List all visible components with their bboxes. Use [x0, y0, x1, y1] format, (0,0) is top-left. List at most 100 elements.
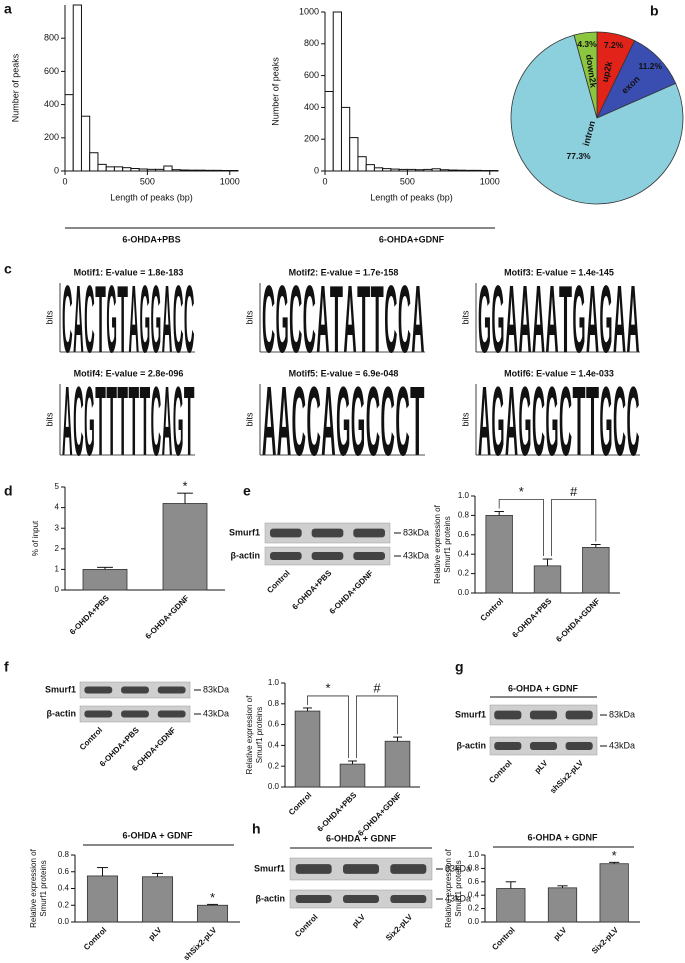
bar: [384, 740, 411, 788]
y-tick-label: 0.2: [468, 904, 480, 913]
y-tick-label: 0: [54, 165, 59, 175]
motif-letter: G: [546, 366, 559, 476]
motif-letter: T: [330, 266, 343, 373]
motif-y-label: bits: [244, 412, 254, 427]
motif-letter: G: [276, 266, 289, 373]
motif-letter: C: [613, 366, 626, 476]
motif-letter: C: [184, 266, 195, 373]
histogram-bar: [89, 152, 99, 172]
histogram-bar: [163, 165, 173, 172]
y-tick-label: 0.8: [468, 864, 480, 873]
histogram-bar: [64, 94, 74, 172]
y-tick-label: 0.2: [58, 900, 70, 909]
motif-letter: G: [492, 366, 505, 476]
y-tick-label: 0: [314, 165, 319, 175]
motif-letter: G: [173, 366, 184, 476]
motif-letter: T: [117, 266, 128, 373]
motif-letter: T: [129, 366, 140, 476]
y-tick-label: 600: [304, 70, 319, 80]
y-tick-label: 0.0: [468, 917, 480, 926]
blot-row-label: β-actin: [231, 550, 261, 560]
motif-letter: A: [344, 266, 357, 373]
blot-band: [157, 686, 186, 694]
y-tick-label: 0.4: [58, 884, 70, 893]
motif-letter: C: [627, 366, 640, 476]
motif-letter: A: [532, 266, 545, 373]
y-axis-label: Smurf1 proteins: [454, 860, 463, 916]
y-axis-label: % of input: [31, 520, 40, 556]
motif-letter: T: [106, 366, 117, 476]
blot-lane-label: 6-OHDA+PBS: [290, 568, 333, 611]
motif-letter: C: [559, 366, 572, 476]
bar: [599, 863, 629, 923]
y-axis-label: Relative expression of: [444, 848, 453, 927]
x-tick-label: Six2-pLV: [590, 925, 621, 956]
bar: [339, 763, 366, 788]
blot-band: [121, 686, 149, 694]
y-axis-label: Number of peaks: [10, 53, 20, 122]
x-tick-label: Control: [82, 926, 108, 952]
motif-letter: G: [600, 266, 613, 373]
motif-letter: C: [262, 266, 275, 373]
motif-letter: T: [371, 266, 384, 373]
blot-band: [157, 710, 186, 718]
bar: [196, 904, 229, 923]
bar: [82, 569, 128, 591]
panel-label: g: [455, 659, 464, 675]
x-tick-label: 500: [140, 176, 155, 186]
motif-letter: T: [586, 366, 599, 476]
motif-letter: A: [627, 266, 640, 373]
x-tick-label: shSix2-pLV: [182, 925, 219, 962]
histogram-bar: [97, 163, 107, 172]
y-tick-label: 0.8: [268, 699, 280, 708]
y-tick-label: 0.6: [458, 530, 470, 539]
blot-band: [390, 864, 427, 874]
blot-header: 6-OHDA + GDNF: [508, 683, 578, 693]
x-tick-label: Control: [479, 597, 505, 623]
x-tick-label: 500: [400, 176, 415, 186]
pie-slice: [510, 34, 684, 205]
bar: [496, 888, 526, 923]
y-tick-label: 0.2: [458, 569, 470, 578]
blot-band: [311, 528, 344, 538]
motif-letter: T: [117, 366, 128, 476]
panel-label: f: [4, 659, 9, 675]
y-axis-label: Smurf1 proteins: [443, 516, 452, 572]
motif-letter: G: [351, 366, 365, 476]
motif-y-label: bits: [244, 310, 254, 325]
histogram-bar: [105, 166, 115, 172]
x-tick-label: 6-OHDA+PBS: [510, 596, 553, 639]
y-tick-label: 200: [304, 134, 319, 144]
motif-letter: G: [140, 266, 151, 373]
y-axis-label: Smurf1 proteins: [39, 860, 48, 916]
blot-band: [494, 710, 522, 720]
motif-letter: A: [586, 266, 599, 373]
blot-row-label: Smurf1: [455, 709, 486, 719]
motif-letter: G: [573, 266, 586, 373]
y-tick-label: 0.4: [468, 890, 480, 899]
motif-letter: G: [106, 266, 117, 373]
y-tick-label: 400: [304, 102, 319, 112]
y-tick-label: 0.6: [58, 867, 70, 876]
motif-letter: G: [151, 266, 162, 373]
motif-letter: C: [73, 366, 84, 476]
motif-letter: G: [478, 266, 491, 373]
blot-band: [270, 528, 302, 538]
histogram-bar: [324, 91, 334, 172]
blot-size-label: 83kDa: [203, 684, 229, 694]
significance-label: *: [182, 479, 187, 494]
blot-row-label: Smurf1: [45, 684, 76, 694]
significance-bracket: [551, 499, 597, 557]
motif-letter: G: [492, 266, 505, 373]
y-axis-label: Number of peaks: [270, 57, 280, 126]
motif-title: Motif6: E-value = 1.4e-033: [504, 368, 614, 378]
y-tick-label: 1.0: [468, 850, 480, 859]
blot-size-label: 83kDa: [445, 863, 471, 873]
significance-bracket: [498, 499, 544, 557]
y-tick-label: 0.4: [458, 549, 470, 558]
blot-lane-label: shSix2-pLV: [548, 758, 585, 795]
blot-band: [390, 895, 427, 903]
x-tick-label: Control: [490, 926, 516, 952]
motif-letter: G: [336, 366, 350, 476]
y-tick-label: 0.6: [468, 877, 480, 886]
